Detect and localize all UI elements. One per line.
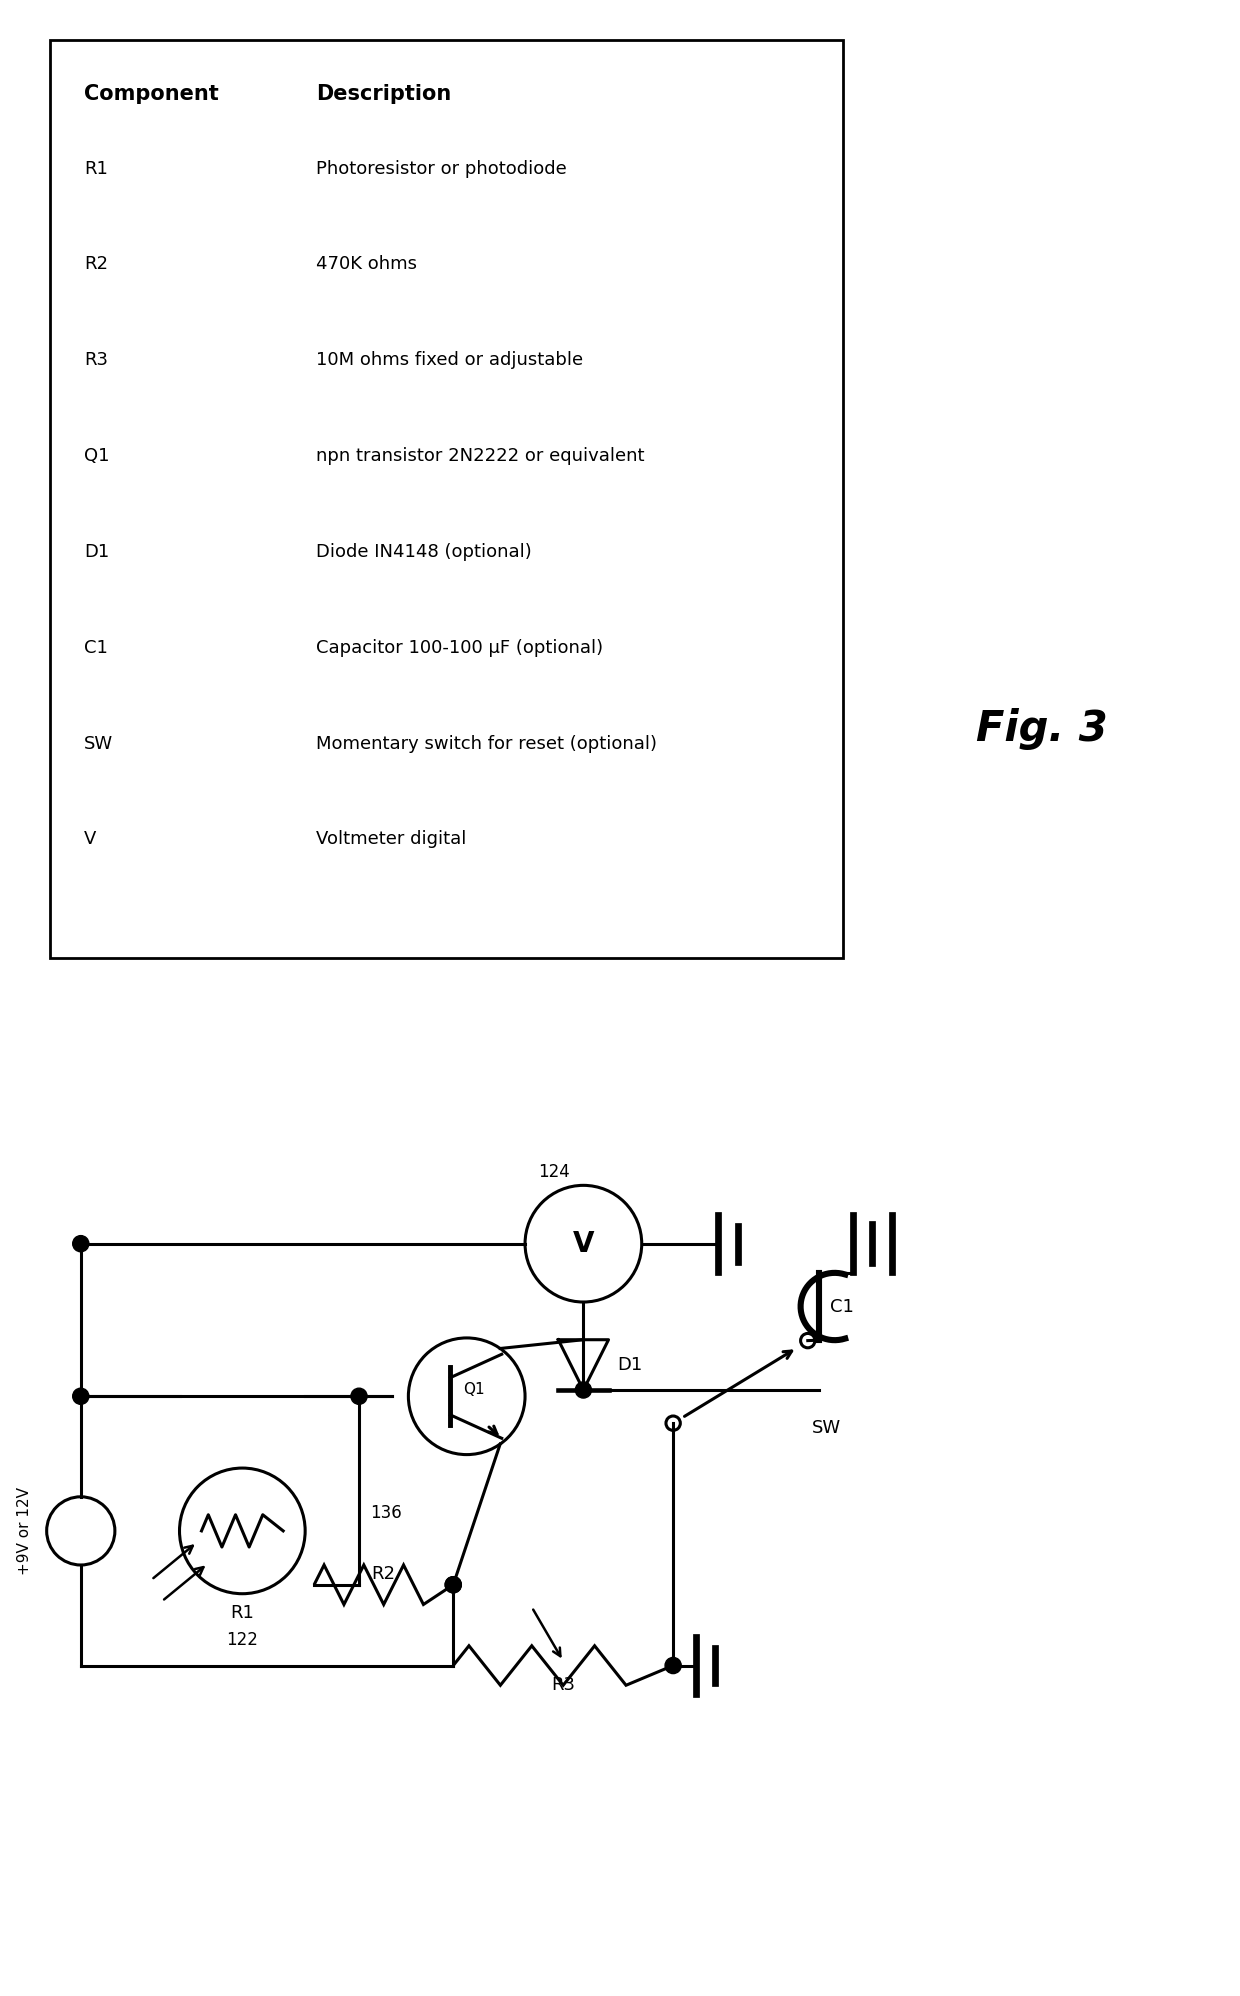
Text: Q1: Q1 <box>84 447 110 465</box>
Circle shape <box>73 1236 89 1251</box>
Text: 136: 136 <box>370 1503 402 1523</box>
Text: Component: Component <box>84 84 219 104</box>
Text: 470K ohms: 470K ohms <box>316 255 417 273</box>
Circle shape <box>445 1577 461 1593</box>
Text: D1: D1 <box>618 1355 642 1373</box>
Text: SW: SW <box>812 1419 842 1437</box>
Text: SW: SW <box>84 735 113 752</box>
Text: Description: Description <box>316 84 451 104</box>
Text: C1: C1 <box>831 1297 854 1315</box>
Text: Capacitor 100-100 μF (optional): Capacitor 100-100 μF (optional) <box>316 639 604 657</box>
Text: 122: 122 <box>227 1631 258 1649</box>
Circle shape <box>445 1577 461 1593</box>
Text: R1: R1 <box>231 1605 254 1623</box>
Text: Momentary switch for reset (optional): Momentary switch for reset (optional) <box>316 735 657 752</box>
Text: npn transistor 2N2222 or equivalent: npn transistor 2N2222 or equivalent <box>316 447 645 465</box>
Text: V: V <box>573 1230 594 1257</box>
Text: R2: R2 <box>372 1565 396 1583</box>
Text: R1: R1 <box>84 160 108 178</box>
Text: R3: R3 <box>84 351 108 369</box>
Text: V: V <box>84 830 97 848</box>
Text: 124: 124 <box>538 1164 570 1182</box>
Text: 10M ohms fixed or adjustable: 10M ohms fixed or adjustable <box>316 351 583 369</box>
Bar <box>50 40 843 958</box>
Text: D1: D1 <box>84 543 109 561</box>
Text: C1: C1 <box>84 639 108 657</box>
Text: +9V or 12V: +9V or 12V <box>16 1487 32 1575</box>
Text: R2: R2 <box>84 255 108 273</box>
Text: Photoresistor or photodiode: Photoresistor or photodiode <box>316 160 567 178</box>
Text: Diode IN4148 (optional): Diode IN4148 (optional) <box>316 543 532 561</box>
Circle shape <box>575 1381 591 1397</box>
Text: Q1: Q1 <box>463 1381 485 1397</box>
Text: Fig. 3: Fig. 3 <box>976 707 1107 750</box>
Text: Voltmeter digital: Voltmeter digital <box>316 830 466 848</box>
Text: R3: R3 <box>552 1677 575 1695</box>
Circle shape <box>351 1387 367 1405</box>
Circle shape <box>665 1657 681 1673</box>
Circle shape <box>73 1387 89 1405</box>
